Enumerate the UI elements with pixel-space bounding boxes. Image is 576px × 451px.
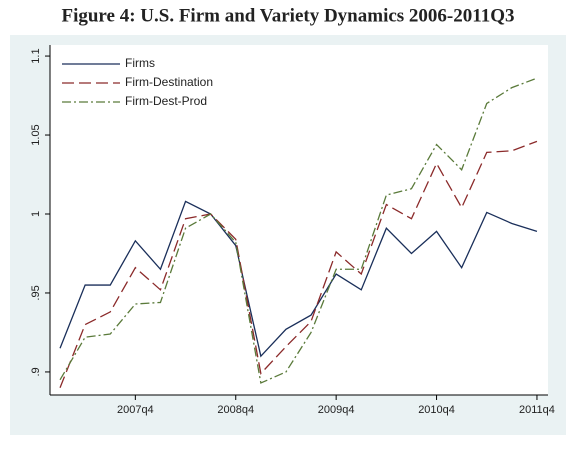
legend-label: Firm-Destination [125,75,213,89]
y-tick-label: 1.05 [30,124,42,145]
y-tick-label: 1 [30,211,42,217]
chart-title: Figure 4: U.S. Firm and Variety Dynamics… [61,5,514,26]
series-line [59,77,538,384]
legend-label: Firms [125,56,155,70]
x-tick-label: 2008q4 [217,404,254,416]
x-tick-label: 2010q4 [418,404,455,416]
x-tick-label: 2011q4 [519,404,555,416]
series-line [59,200,538,358]
y-tick-label: 1.1 [30,48,42,63]
series-line [59,140,538,388]
x-tick-label: 2007q4 [117,404,154,416]
x-tick-label: 2009q4 [318,404,355,416]
y-tick-label: .95 [30,285,42,300]
legend-label: Firm-Dest-Prod [125,94,207,108]
y-tick-label: .9 [30,367,42,376]
plot-region [50,45,548,395]
